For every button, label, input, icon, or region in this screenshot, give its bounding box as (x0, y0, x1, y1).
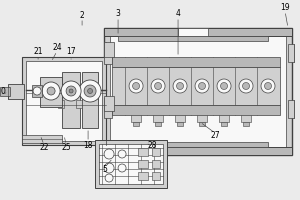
Bar (112, 105, 280, 115)
Bar (104, 96, 114, 111)
Circle shape (42, 82, 60, 100)
Bar (138, 148, 148, 156)
Text: 25: 25 (61, 144, 71, 152)
Bar (22, 57, 106, 145)
Circle shape (195, 79, 209, 93)
Circle shape (66, 86, 76, 96)
Bar (112, 57, 280, 67)
Circle shape (239, 79, 253, 93)
Bar (58, 100, 64, 108)
Circle shape (133, 82, 140, 90)
Bar (22, 135, 62, 143)
Text: 18: 18 (83, 140, 93, 150)
Bar (131, 115, 141, 122)
Bar (62, 72, 80, 128)
Bar (152, 160, 160, 168)
Circle shape (61, 81, 81, 101)
Bar (155, 122, 161, 126)
Bar (32, 85, 42, 97)
Text: 19: 19 (280, 3, 290, 12)
Bar (221, 122, 227, 126)
Bar (138, 160, 148, 168)
Circle shape (105, 174, 113, 182)
Bar (40, 77, 62, 107)
Bar (199, 122, 205, 126)
Circle shape (118, 150, 126, 158)
Circle shape (217, 79, 231, 93)
Circle shape (69, 89, 73, 93)
Bar (99, 144, 163, 184)
Text: 5: 5 (103, 166, 107, 174)
Bar (104, 44, 112, 64)
Bar (118, 36, 268, 41)
Circle shape (173, 79, 187, 93)
Text: 17: 17 (66, 47, 76, 56)
Bar (118, 142, 268, 147)
Bar (104, 98, 112, 118)
Bar (152, 148, 160, 156)
Bar (177, 122, 183, 126)
Bar (152, 172, 160, 180)
Circle shape (220, 82, 227, 90)
Circle shape (261, 79, 275, 93)
Text: 2: 2 (80, 10, 85, 20)
Circle shape (84, 85, 96, 97)
Bar (175, 115, 185, 122)
Text: 0: 0 (1, 88, 5, 97)
Circle shape (104, 163, 114, 173)
Bar (76, 100, 82, 108)
Circle shape (88, 88, 93, 94)
Bar (241, 115, 251, 122)
Circle shape (118, 164, 126, 172)
Circle shape (129, 79, 143, 93)
Bar (104, 42, 114, 57)
Bar (288, 44, 294, 62)
Circle shape (33, 87, 41, 95)
Bar (104, 28, 292, 155)
Text: 27: 27 (210, 130, 220, 140)
Bar (95, 140, 167, 188)
Text: 3: 3 (116, 8, 121, 18)
Bar (178, 28, 208, 36)
Bar (0, 87, 10, 96)
Circle shape (47, 87, 55, 95)
Text: 4: 4 (176, 8, 181, 18)
Circle shape (176, 82, 184, 90)
Text: 21: 21 (33, 47, 43, 56)
Bar (138, 172, 148, 180)
Bar (288, 100, 294, 118)
Bar (153, 115, 163, 122)
Circle shape (242, 82, 250, 90)
Circle shape (265, 82, 272, 90)
Bar (104, 28, 292, 36)
Circle shape (104, 149, 114, 159)
Bar (26, 61, 102, 141)
Bar (197, 115, 207, 122)
Bar (219, 115, 229, 122)
Bar (104, 147, 292, 155)
Bar (82, 72, 98, 128)
Bar (133, 122, 139, 126)
Circle shape (199, 82, 206, 90)
Circle shape (154, 82, 162, 90)
Bar (8, 84, 24, 99)
Text: 24: 24 (52, 43, 62, 51)
Text: 22: 22 (39, 144, 49, 152)
Circle shape (79, 80, 101, 102)
Bar (112, 67, 280, 105)
Text: 28: 28 (147, 140, 157, 150)
Circle shape (151, 79, 165, 93)
Bar (243, 122, 249, 126)
Bar (110, 34, 286, 149)
